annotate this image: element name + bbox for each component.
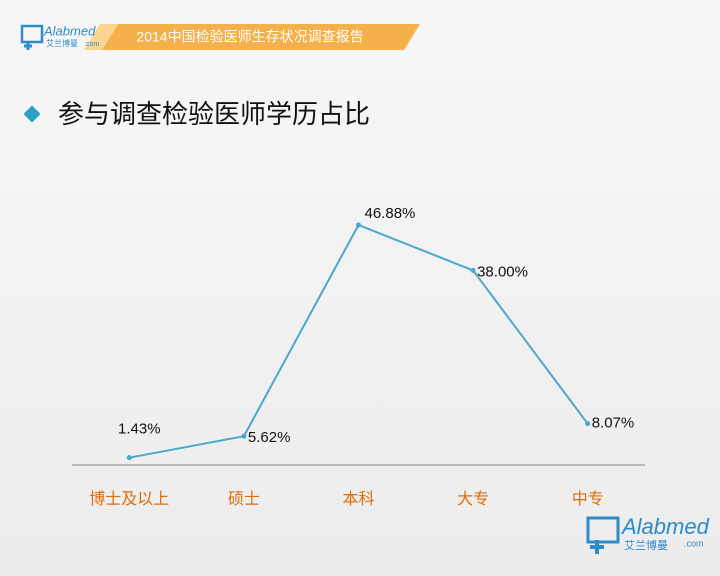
data-label: 5.62% bbox=[248, 429, 291, 446]
line bbox=[129, 223, 589, 459]
point bbox=[126, 455, 132, 461]
point bbox=[585, 421, 591, 427]
logo-domain: .com bbox=[684, 538, 704, 548]
title-bullet bbox=[23, 105, 41, 123]
logo-cn: 艾兰博曼 bbox=[46, 38, 78, 48]
data-label: 46.88% bbox=[365, 205, 416, 222]
banner bbox=[102, 24, 420, 50]
banner-accent bbox=[84, 24, 118, 50]
x-tick-label: 大专 bbox=[457, 490, 489, 508]
logo-domain: .com bbox=[84, 41, 99, 48]
logo-cn: 艾兰博曼 bbox=[624, 539, 668, 552]
x-tick-label: 硕士 bbox=[228, 490, 260, 508]
x-tick-label: 博士及以上 bbox=[89, 490, 169, 508]
logo-name: Alabmed bbox=[43, 23, 96, 38]
data-label: 8.07% bbox=[592, 415, 635, 432]
logo-cross bbox=[24, 42, 32, 50]
data-label: 38.00% bbox=[477, 263, 528, 280]
logo-icon bbox=[586, 516, 620, 544]
report-title: 2014中国检验医师生存状况调查报告 bbox=[136, 29, 363, 45]
data-label: 1.43% bbox=[118, 421, 161, 438]
chart-title: 参与调查检验医师学历占比 bbox=[58, 99, 370, 129]
point bbox=[356, 222, 361, 228]
logo-cross bbox=[590, 540, 604, 554]
logo-icon bbox=[20, 24, 44, 44]
point bbox=[470, 267, 476, 273]
x-tick-label: 本科 bbox=[342, 490, 374, 508]
x-tick-label: 中专 bbox=[572, 490, 604, 508]
point bbox=[241, 433, 247, 439]
logo-name: Alabmed bbox=[620, 514, 710, 539]
